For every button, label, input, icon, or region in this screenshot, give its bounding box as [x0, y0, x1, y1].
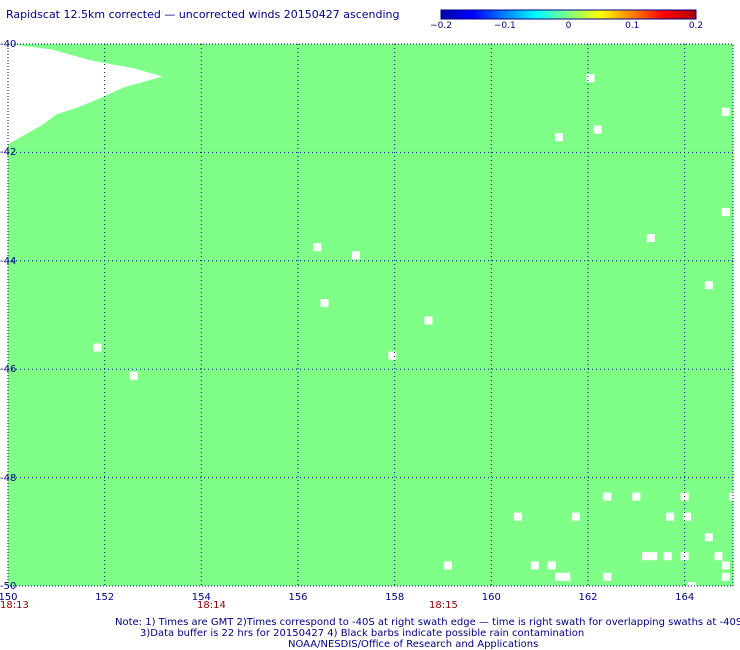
x-tick-label: 154	[191, 592, 211, 603]
missing-cell	[352, 251, 360, 260]
colorbar-tick-label: −0.1	[493, 21, 516, 31]
missing-cell	[571, 512, 580, 521]
time-label: 18:14	[197, 600, 226, 611]
y-tick-label: -50	[0, 581, 17, 592]
x-tick-label: 162	[578, 592, 598, 603]
chart-title: Rapidscat 12.5km corrected — uncorrected…	[6, 8, 400, 21]
missing-cell	[683, 512, 692, 521]
y-tick-label: -46	[0, 364, 17, 376]
missing-cell	[313, 243, 322, 252]
missing-cell	[443, 561, 452, 570]
missing-cell	[388, 351, 397, 360]
missing-cell	[320, 299, 329, 308]
missing-cell	[714, 552, 723, 561]
missing-cell	[721, 107, 730, 116]
y-tick-label: -44	[0, 255, 17, 267]
colorbar-tick-label: 0.1	[625, 21, 640, 31]
missing-cell	[129, 371, 138, 380]
x-tick-label: 156	[288, 592, 308, 603]
missing-cell	[663, 552, 672, 561]
colorbar-tick-label: −0.2	[430, 21, 452, 31]
missing-cell	[704, 281, 713, 290]
note-line-1: Note: 1) Times are GMT 2)Times correspon…	[115, 617, 740, 628]
y-tick-label: -42	[0, 147, 17, 159]
wind-difference-field	[8, 44, 733, 586]
missing-cell	[721, 572, 730, 581]
no-data-region	[8, 44, 163, 145]
note-line-2: 3)Data buffer is 22 hrs for 20150427 4) …	[140, 628, 585, 639]
x-tick-label: 150	[0, 592, 18, 603]
missing-cell	[632, 492, 641, 501]
x-tick-label: 160	[481, 592, 501, 603]
y-tick-label: -48	[0, 472, 17, 484]
missing-cell	[721, 208, 730, 217]
missing-cell	[646, 234, 655, 243]
plot-frame	[7, 43, 734, 587]
missing-cell	[649, 552, 658, 561]
y-tick-label: -40	[0, 39, 17, 50]
x-tick-label: 152	[95, 592, 115, 603]
time-label: 18:15	[429, 600, 458, 611]
missing-cell	[666, 512, 675, 521]
colorbar-tick-label: 0	[565, 21, 572, 31]
missing-cell	[586, 74, 595, 83]
missing-cell	[642, 552, 650, 561]
missing-cell	[555, 572, 563, 581]
missing-cell	[603, 492, 612, 501]
x-tick-label: 158	[385, 592, 405, 603]
colorbar-tick-label: 0.2	[688, 21, 704, 31]
missing-cell	[729, 492, 737, 501]
plot-area	[7, 43, 737, 590]
colorbar-bar	[440, 9, 697, 20]
x-tick-label: 164	[675, 592, 695, 603]
missing-cell	[530, 561, 539, 570]
missing-cell	[721, 561, 730, 570]
missing-cell	[547, 561, 556, 570]
missing-cell	[593, 125, 602, 134]
colorbar	[440, 9, 697, 20]
missing-cell	[93, 343, 102, 352]
missing-cell	[513, 512, 522, 521]
missing-cell	[562, 572, 571, 581]
missing-cell	[704, 533, 713, 542]
note-line-3: NOAA/NESDIS/Office of Research and Appli…	[288, 639, 539, 650]
missing-cell	[555, 133, 563, 142]
time-label: 18:13	[0, 600, 29, 611]
missing-cell	[424, 316, 433, 325]
missing-cell	[603, 572, 612, 581]
